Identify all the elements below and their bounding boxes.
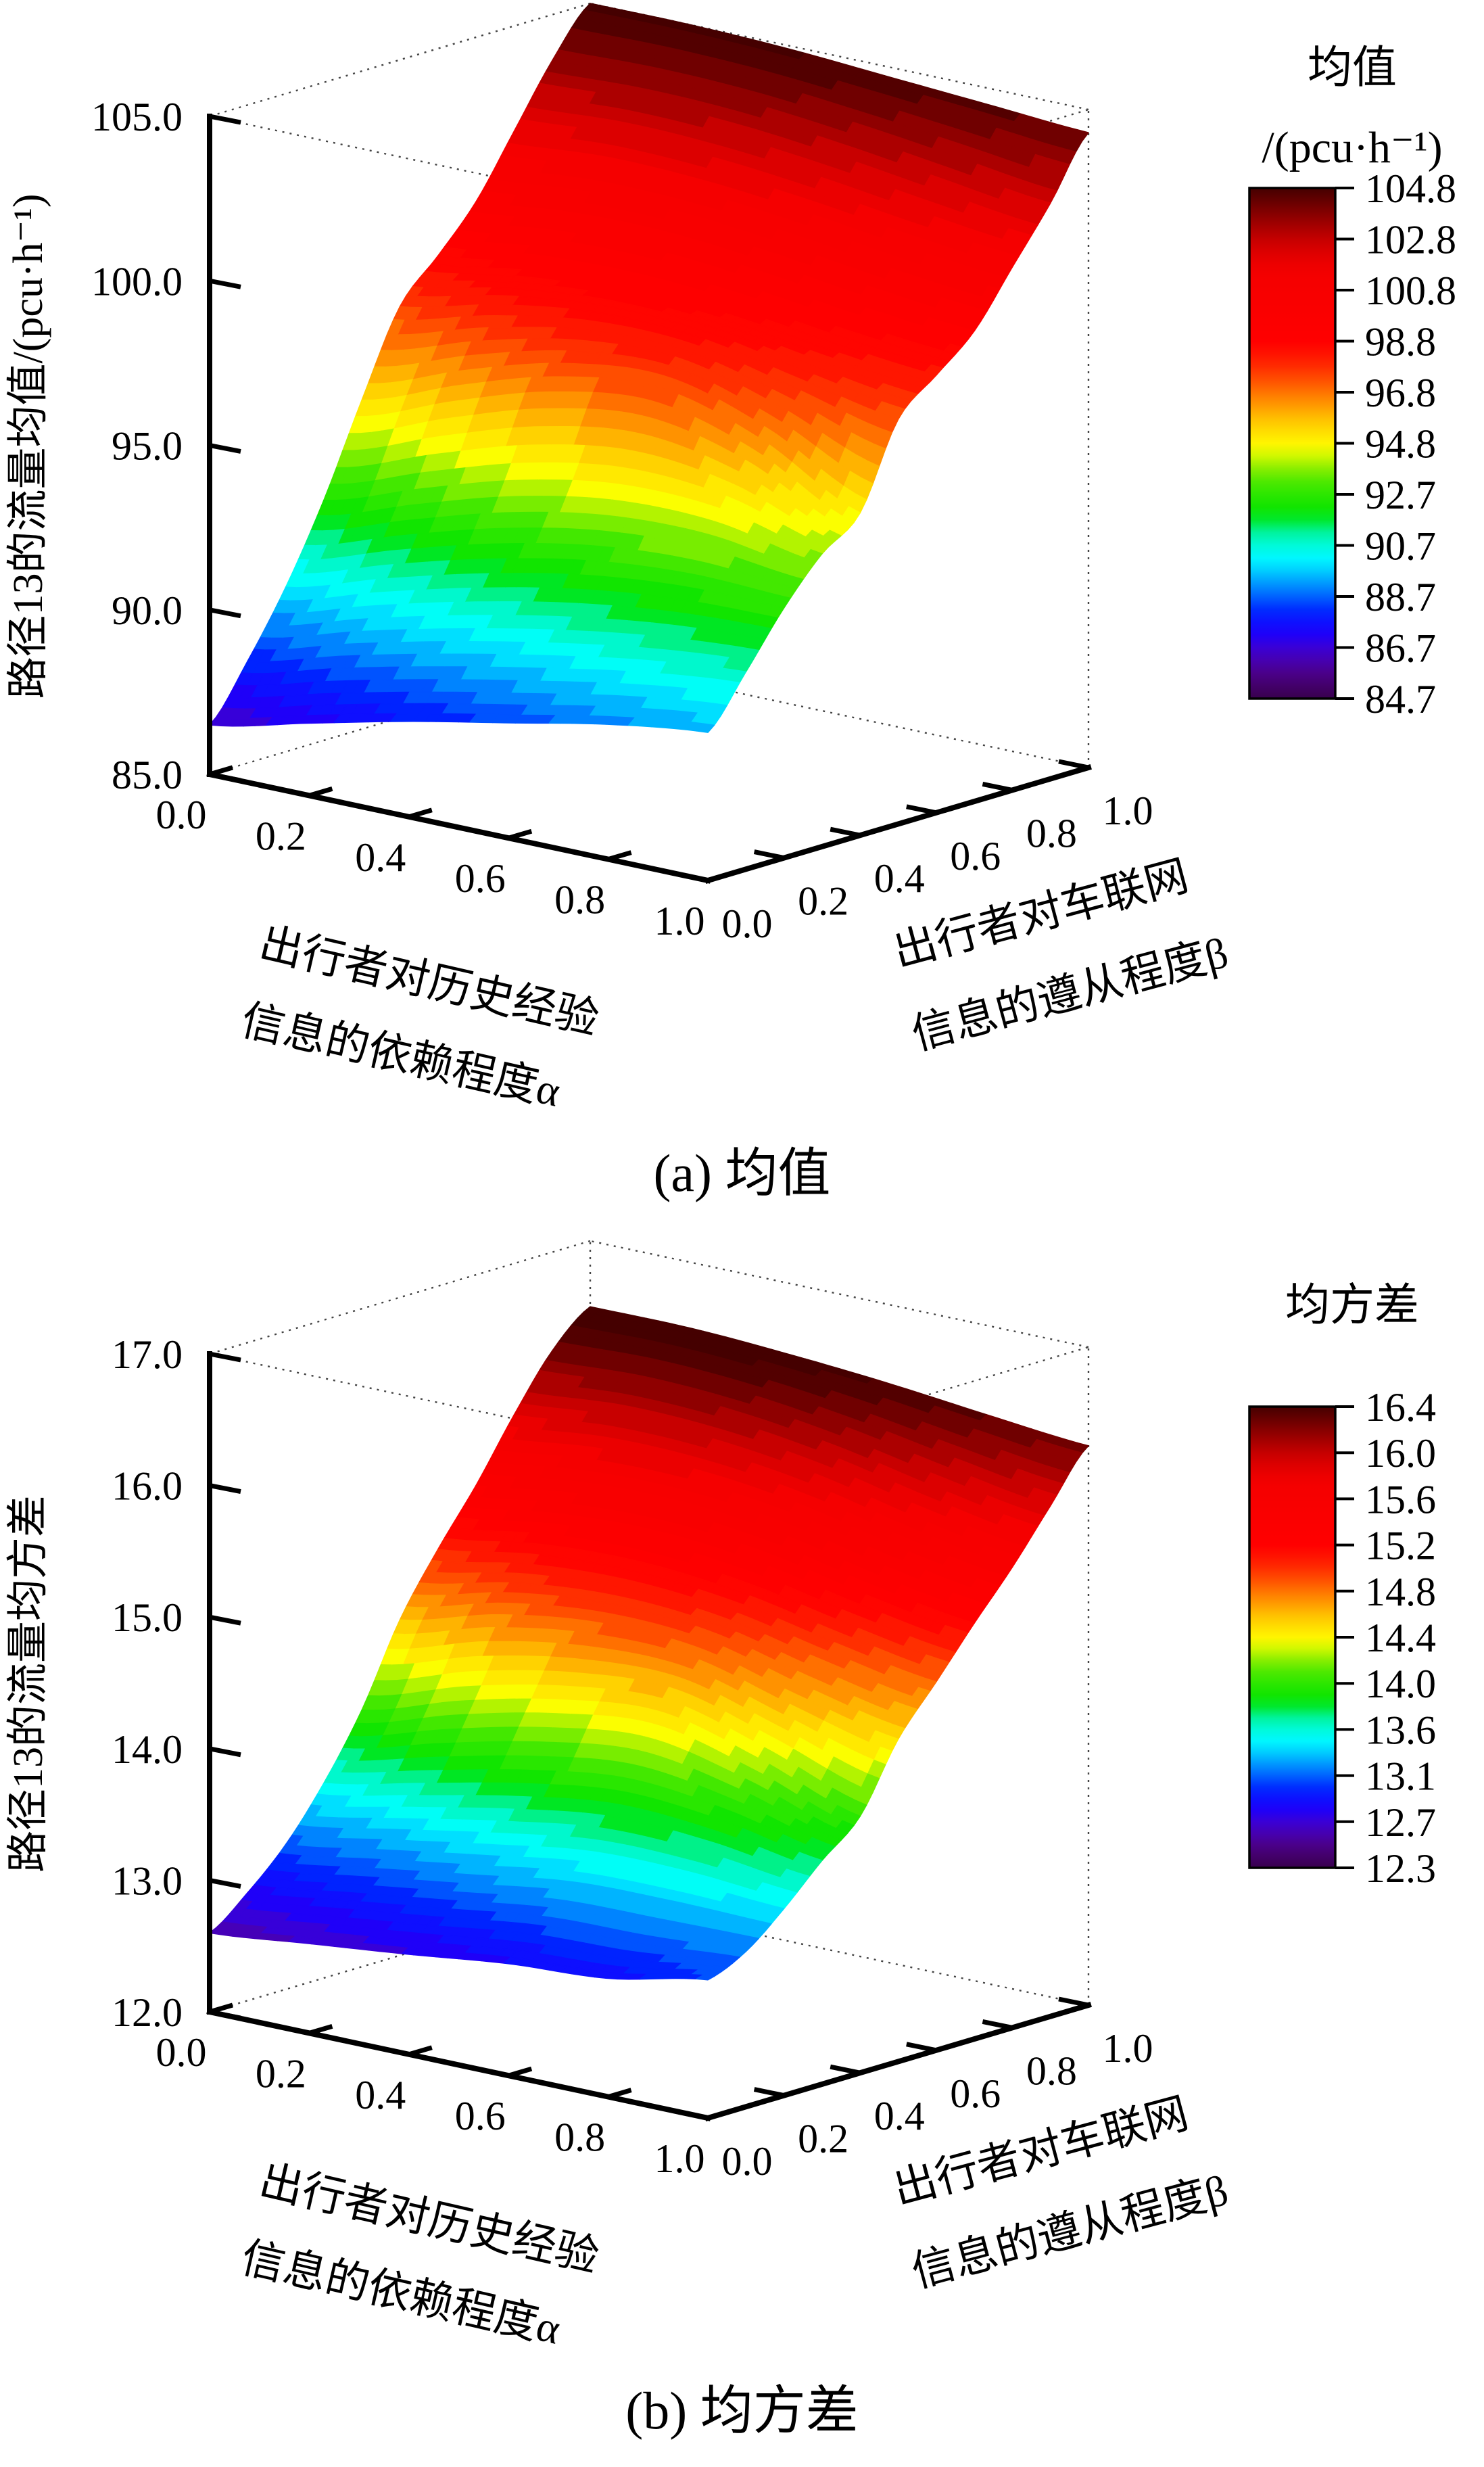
label-text: 88.7 <box>1365 575 1436 619</box>
label-text: 85.0 <box>112 753 183 797</box>
beta-axis-ticks <box>677 1996 1089 2121</box>
surface-chart-msd: 12.0 13.0 14.0 15.0 16.0 17.0 0.0 0.2 0.4 0.6 0.8 1… <box>5 1240 1436 2353</box>
colorbar <box>1248 1405 1337 1869</box>
surface-chart-mean: 85.0 90.0 95.0 100.0 105.0 0.0 0.2 0.4 0.6 0.8 1.0… <box>5 2 1456 1116</box>
label-text: 12.7 <box>1365 1800 1436 1845</box>
label-text: 0.4 <box>874 856 925 901</box>
label-text: 0.0 <box>722 2139 773 2184</box>
label-text: 13.1 <box>1365 1754 1436 1799</box>
label-text: 0.8 <box>1026 2048 1077 2093</box>
label-text: 92.7 <box>1365 473 1436 517</box>
label-text: 16.4 <box>1365 1385 1436 1430</box>
z-axis-ticks <box>209 114 241 783</box>
label-text: 12.3 <box>1365 1846 1436 1891</box>
label-text: 1.0 <box>654 899 705 943</box>
z-axis-tick-labels: 12.0 13.0 14.0 15.0 16.0 17.0 <box>112 1332 183 2035</box>
alpha-axis-tick-labels: 0.0 0.2 0.4 0.6 0.8 1.0 <box>156 793 705 943</box>
label-text: 0.4 <box>874 2094 925 2138</box>
label-text: 路径13的流量均值/(pcu·h⁻¹) <box>5 194 51 699</box>
chart-b-figure: 12.0 13.0 14.0 15.0 16.0 17.0 0.0 0.2 0.4 0.6 0.8 1… <box>0 1238 1484 2455</box>
label-text: 均方差 <box>1285 1281 1419 1330</box>
label-text: 0.8 <box>554 2115 605 2160</box>
colorbar-ticks <box>1335 1405 1354 1869</box>
label-text: 0.6 <box>455 856 506 901</box>
label-text: 96.8 <box>1365 371 1436 415</box>
label-text: 1.0 <box>654 2136 705 2181</box>
label-text: 0.2 <box>256 814 306 858</box>
colorbar <box>1248 187 1337 700</box>
beta-axis-ticks <box>677 759 1089 883</box>
label-text: 84.7 <box>1365 677 1436 722</box>
label-text: 86.7 <box>1365 626 1436 671</box>
label-text: 0.4 <box>355 835 406 880</box>
label-text: 15.2 <box>1365 1524 1436 1568</box>
colorbar-tick-labels: 16.416.015.615.214.814.414.013.613.112.7… <box>1365 1385 1436 1891</box>
z-axis-ticks <box>209 1351 241 2021</box>
colorbar-title: 均方差 <box>1285 1281 1419 1330</box>
label-text: 14.4 <box>1365 1616 1436 1660</box>
label-text: 0.4 <box>355 2073 406 2117</box>
label-text: 1.0 <box>1103 789 1153 833</box>
label-text: 14.0 <box>1365 1662 1436 1706</box>
label-text: 0.6 <box>950 834 1001 878</box>
surface-msd-flow-route13 <box>209 1306 1089 1981</box>
label-text: 0.0 <box>156 793 207 837</box>
label-text: 0.6 <box>950 2071 1001 2116</box>
axis-lines <box>206 1351 1092 2121</box>
label-text: 13.6 <box>1365 1708 1436 1752</box>
label-text: 0.2 <box>256 2051 306 2096</box>
label-text: 16.0 <box>1365 1431 1436 1476</box>
label-text: 90.7 <box>1365 524 1436 569</box>
label-text: 90.0 <box>112 588 183 633</box>
label-text: 17.0 <box>112 1332 183 1377</box>
label-text: 1.0 <box>1103 2026 1153 2071</box>
label-text: 98.8 <box>1365 320 1436 365</box>
beta-axis-tick-labels: 0.0 0.2 0.4 0.6 0.8 1.0 <box>722 789 1153 946</box>
label-text: 0.0 <box>156 2030 207 2075</box>
label-text: 13.0 <box>112 1858 183 1903</box>
alpha-axis-ticks <box>209 2002 732 2121</box>
label-text: 12.0 <box>112 1990 183 2035</box>
alpha-axis-ticks <box>209 765 732 883</box>
label-text: 0.2 <box>798 2117 848 2161</box>
alpha-axis-tick-labels: 0.0 0.2 0.4 0.6 0.8 1.0 <box>156 2030 705 2181</box>
label-text: 0.8 <box>1026 811 1077 855</box>
label-text: 0.0 <box>722 901 773 946</box>
label-text: 104.8 <box>1365 166 1456 211</box>
chart-b-caption: (b) 均方差 <box>625 2381 859 2440</box>
label-text: 94.8 <box>1365 422 1436 467</box>
colorbar-tick-labels: 104.8 102.8 100.8 98.8 96.8 94.8 92.7 90.7 88.7 8… <box>1365 166 1456 722</box>
label-text: 0.2 <box>798 879 848 924</box>
label-text: 15.6 <box>1365 1477 1436 1522</box>
label-text: 14.0 <box>112 1727 183 1772</box>
chart-a-figure: 85.0 90.0 95.0 100.0 105.0 0.0 0.2 0.4 0.6 0.8 1.0… <box>0 0 1484 1217</box>
label-text: 15.0 <box>112 1595 183 1640</box>
colorbar-ticks <box>1335 187 1354 700</box>
label-text: 105.0 <box>91 95 183 139</box>
label-text: 0.6 <box>455 2094 506 2138</box>
label-text: /(pcu·h⁻¹) <box>1262 123 1442 172</box>
surface-mean-flow-route13 <box>209 3 1089 733</box>
label-text: 100.8 <box>1365 268 1456 313</box>
label-text: 14.8 <box>1365 1570 1436 1614</box>
label-text: 95.0 <box>112 424 183 469</box>
label-text: 0.8 <box>554 878 605 922</box>
colorbar-title: 均值 /(pcu·h⁻¹) <box>1262 43 1442 172</box>
label-text: 路径13的流量均方差 <box>5 1495 51 1873</box>
z-axis-tick-labels: 85.0 90.0 95.0 100.0 105.0 <box>91 95 183 797</box>
label-text: 100.0 <box>91 259 183 304</box>
label-text: 102.8 <box>1365 218 1456 262</box>
chart-a-caption: (a) 均值 <box>653 1144 831 1202</box>
beta-axis-tick-labels: 0.0 0.2 0.4 0.6 0.8 1.0 <box>722 2026 1153 2184</box>
label-text: 均值 <box>1308 43 1397 93</box>
label-text: 16.0 <box>112 1464 183 1509</box>
